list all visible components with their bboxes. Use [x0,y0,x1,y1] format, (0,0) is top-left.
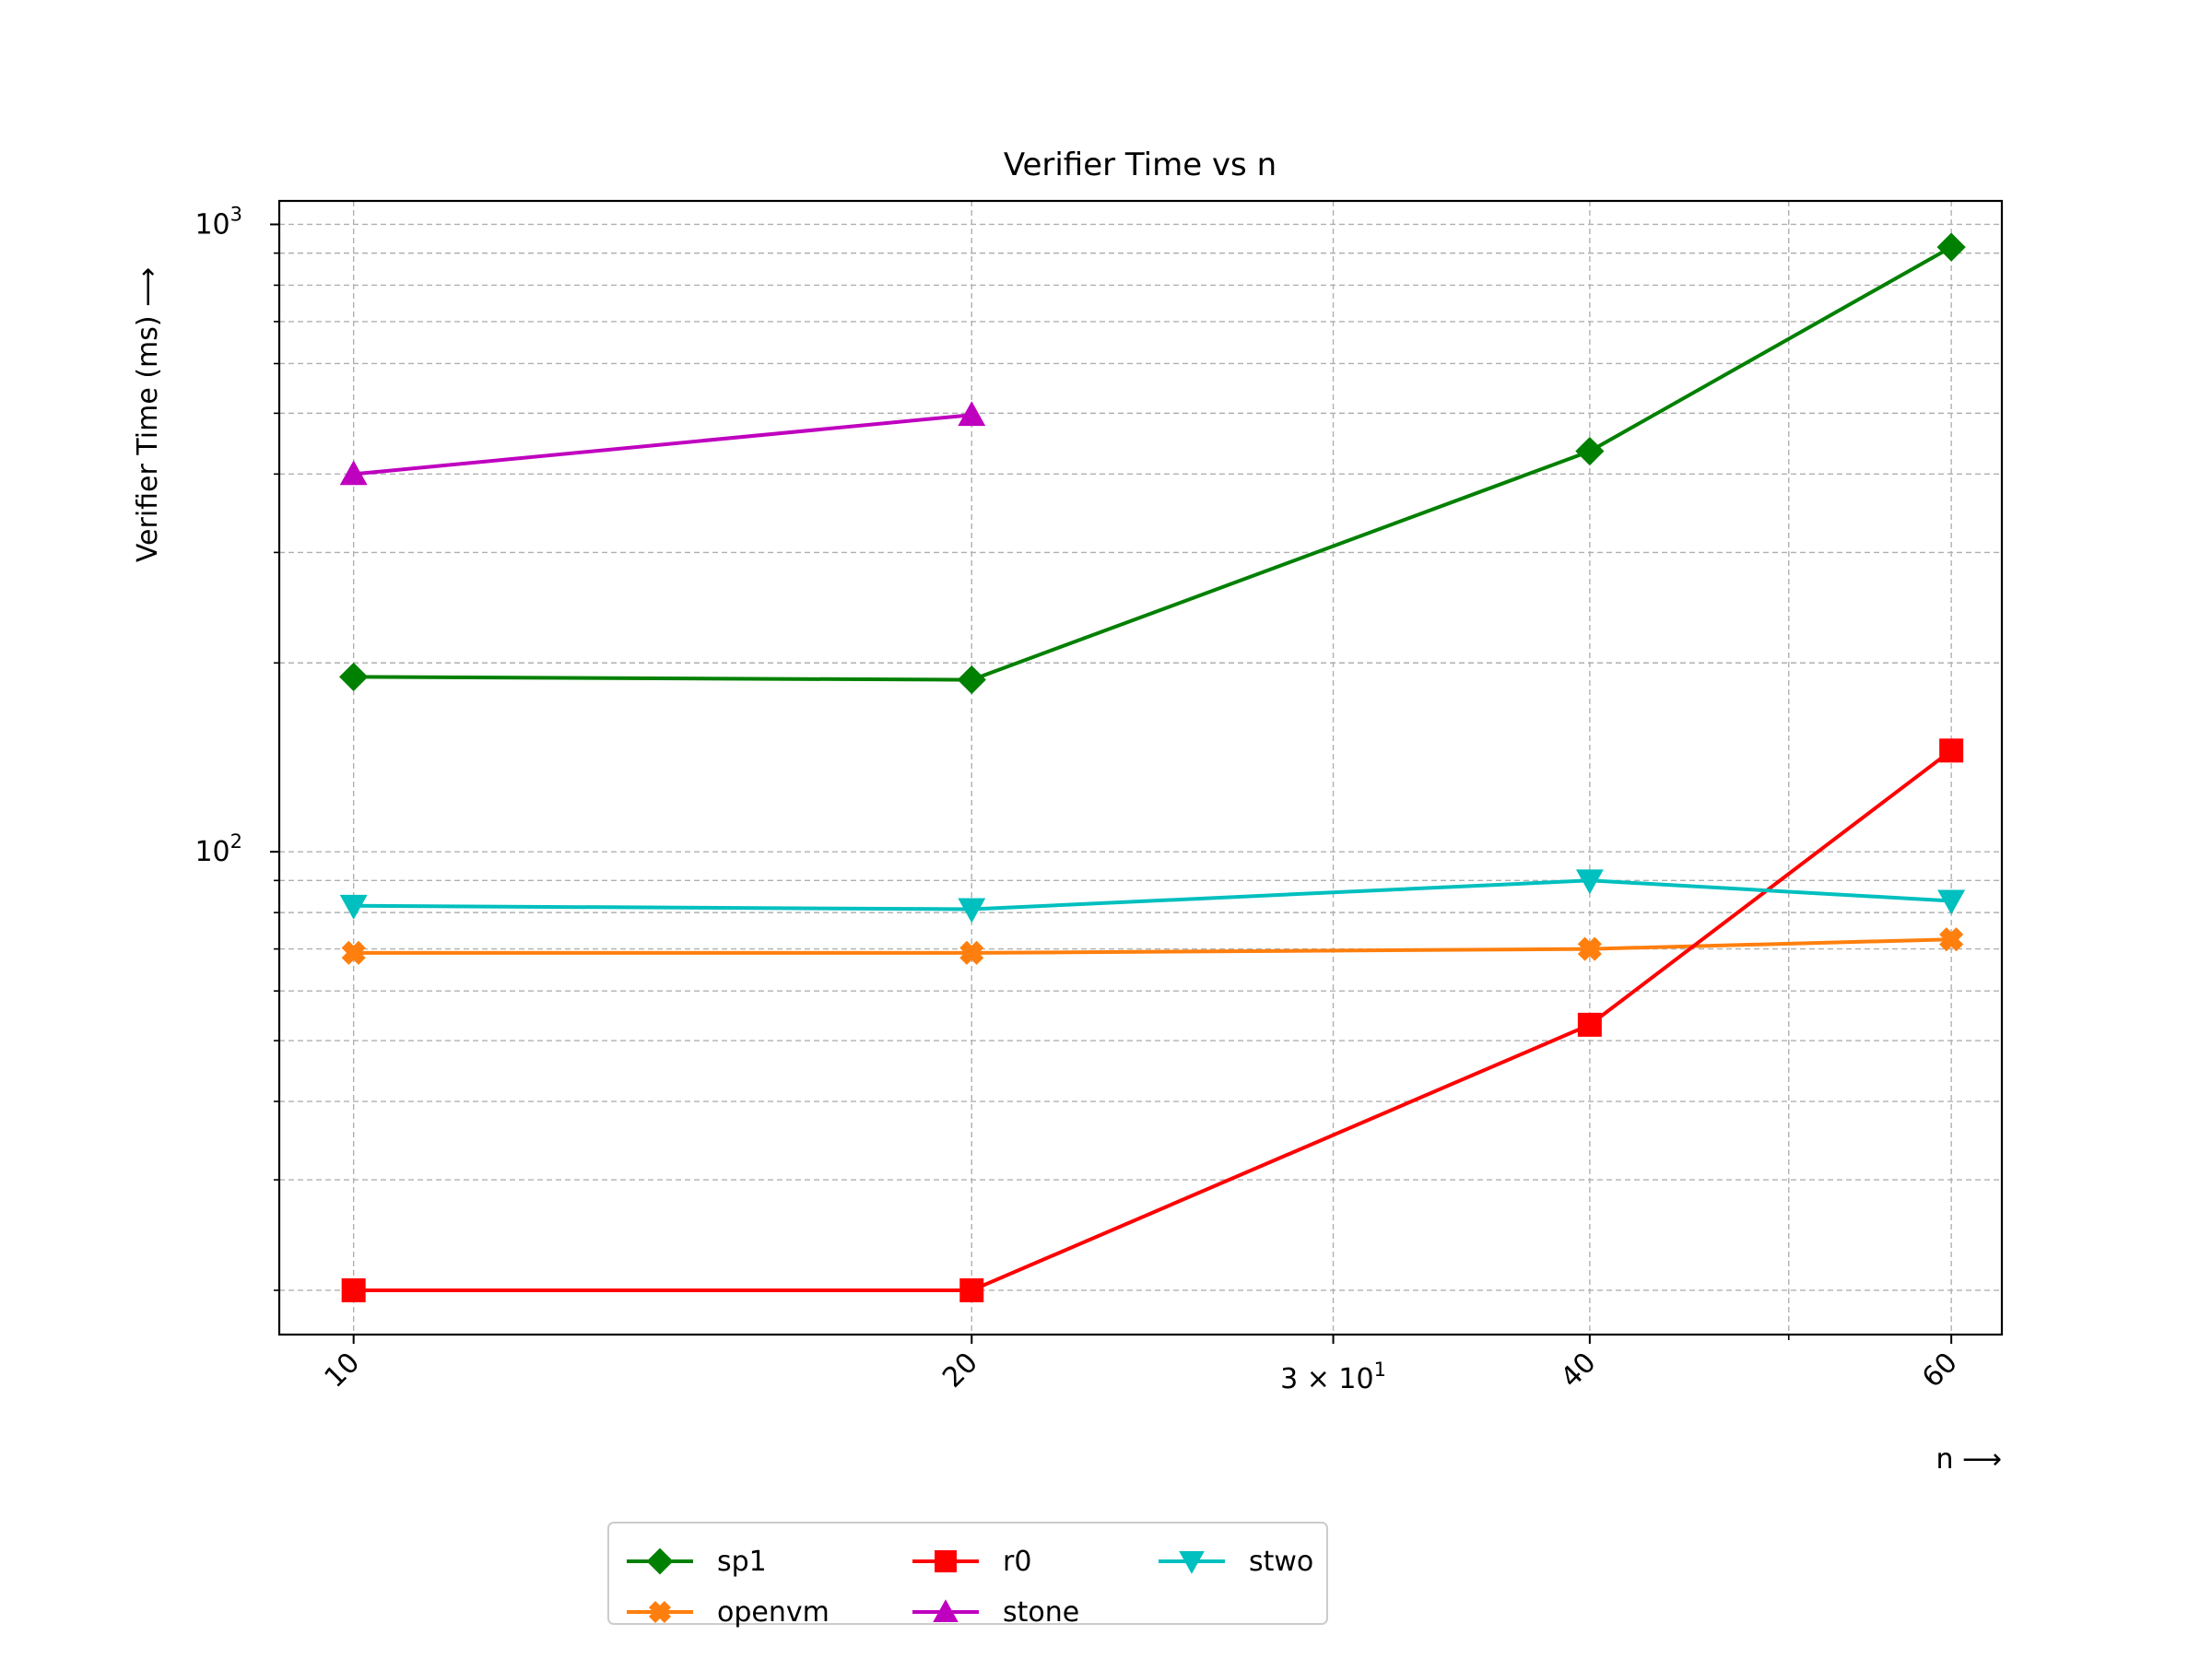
legend-item-sp1: sp1 [627,1546,767,1578]
series-line-r0 [353,748,1953,1292]
legend-marker [648,1600,672,1624]
legend-label: r0 [1003,1546,1031,1578]
data-point-stwo [958,898,986,924]
series-line-stone [353,413,972,477]
y-tick-label-base: 10 [194,836,229,868]
legend-marker [646,1547,674,1575]
x-tick-label-exponent: 1 [1374,1359,1386,1381]
data-point-openvm [341,940,366,965]
legend-item-r0: r0 [912,1546,1031,1578]
data-point-stwo [1575,869,1604,895]
data-point-sp1 [957,665,986,695]
legend-box [607,1522,1328,1625]
plot-frame [277,199,2004,1336]
y-tick-label-base: 10 [194,208,229,241]
data-point-sp1 [1575,436,1605,466]
legend: sp1 openvm r0 stone stwo [607,1522,1328,1629]
y-tick-label: 103 [194,203,242,241]
legend-item-openvm: openvm [627,1596,830,1629]
legend-item-stone: stone [912,1596,1079,1629]
legend-marker [1179,1550,1205,1574]
x-tick-label-base: 3 × 10 [1280,1363,1373,1395]
y-axis-label: Verifier Time (ms) ⟶ [132,267,164,562]
data-point-openvm [1577,936,1602,961]
y-tick-label-exponent: 3 [230,203,242,225]
grid [279,201,2002,1335]
series-stone [339,401,986,486]
x-tick-label: 3 × 101 [1280,1359,1386,1395]
y-tick-label-exponent: 2 [230,830,242,853]
data-point-stone [339,460,368,486]
series-line-sp1 [353,245,1953,682]
data-point-stone [958,401,986,427]
legend-marker [935,1550,957,1572]
data-point-sp1 [1936,232,1966,262]
legend-marker [933,1599,959,1623]
series-line-openvm [353,937,1952,955]
series-layer [339,232,1966,1302]
data-point-openvm [1939,927,1964,952]
legend-item-stwo: stwo [1159,1546,1313,1578]
data-point-sp1 [339,662,369,692]
chart-title: Verifier Time vs n [1004,147,1277,183]
data-point-openvm [959,940,984,965]
data-point-stwo [1937,889,1966,915]
x-axis-label: n ⟶ [1936,1443,2002,1476]
data-point-r0 [959,1277,984,1302]
series-sp1 [339,232,1966,695]
data-point-r0 [341,1277,366,1302]
data-point-r0 [1939,738,1964,763]
data-point-stwo [339,894,368,920]
series-stwo [339,869,1966,924]
legend-label: openvm [717,1596,830,1629]
series-openvm [341,927,1964,965]
series-line-stwo [353,878,1952,912]
legend-label: stwo [1249,1546,1313,1578]
legend-label: sp1 [717,1546,767,1578]
legend-label: stone [1003,1596,1079,1629]
series-r0 [341,738,1964,1302]
data-point-r0 [1577,1012,1602,1037]
y-tick-label: 102 [194,830,242,868]
